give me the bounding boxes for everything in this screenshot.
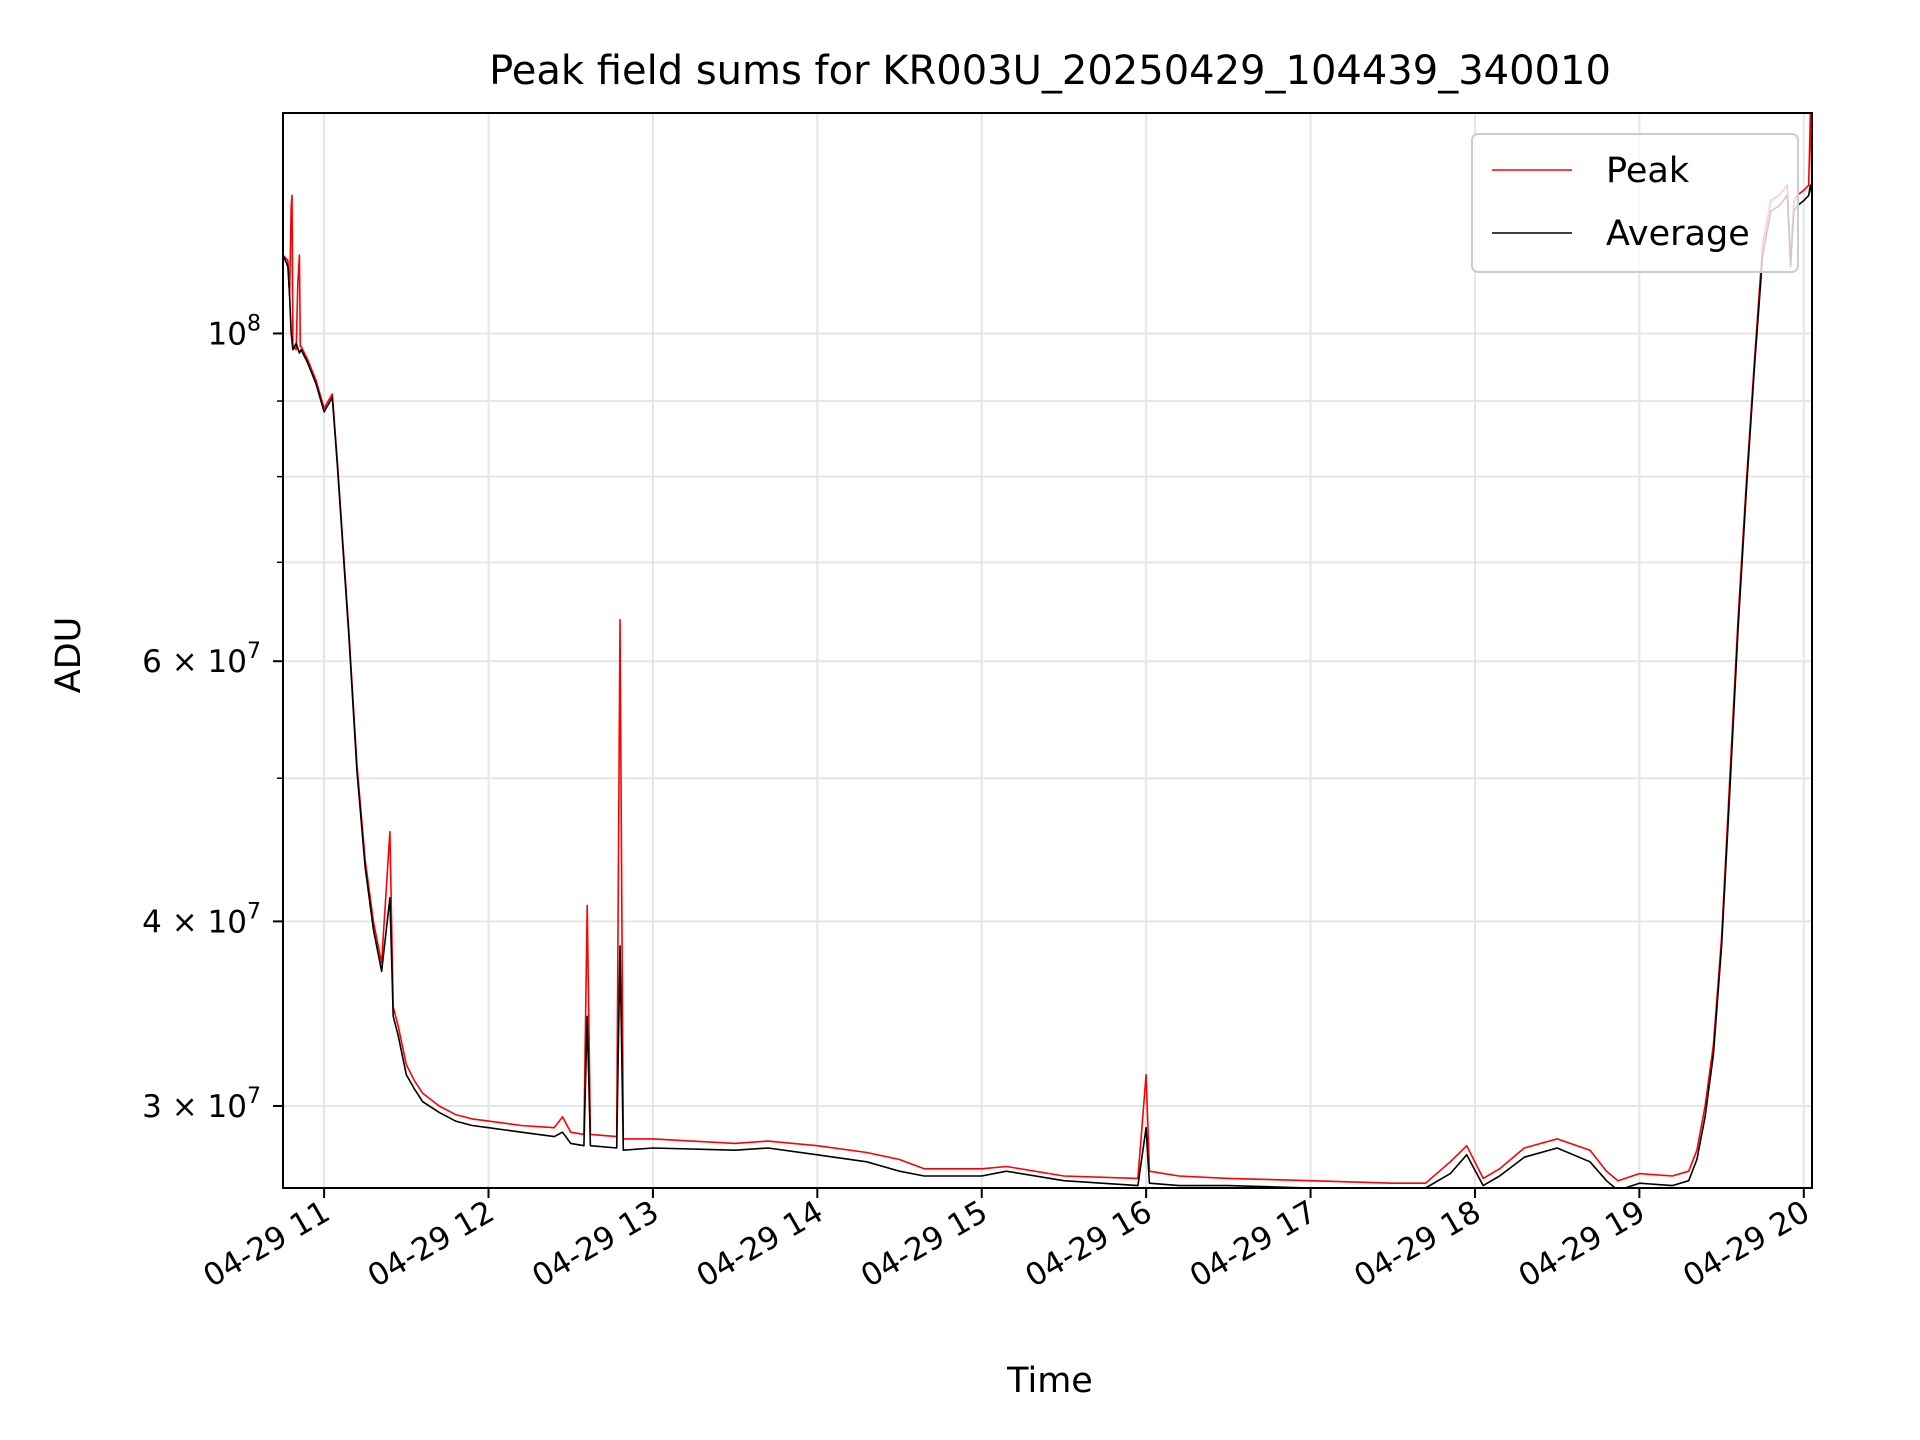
y-tick-label: 6 × 107 bbox=[142, 639, 261, 680]
legend-box bbox=[1471, 133, 1799, 273]
y-tick-label: 4 × 107 bbox=[142, 899, 261, 940]
series-group bbox=[283, 113, 1812, 1188]
x-axis-label: Time bbox=[1006, 1361, 1093, 1401]
chart-title: Peak field sums for KR003U_20250429_1044… bbox=[489, 48, 1611, 94]
legend-label-peak: Peak bbox=[1606, 151, 1690, 191]
y-axis-label: ADU bbox=[49, 617, 89, 694]
y-tick-label: 108 bbox=[208, 311, 261, 352]
legend: Peak Average bbox=[1471, 133, 1799, 273]
series-line-average bbox=[283, 184, 1812, 1188]
legend-label-average: Average bbox=[1606, 214, 1750, 254]
plot-frame bbox=[282, 112, 1813, 1189]
y-tick-label: 3 × 107 bbox=[142, 1084, 261, 1125]
grid bbox=[283, 113, 1812, 1188]
